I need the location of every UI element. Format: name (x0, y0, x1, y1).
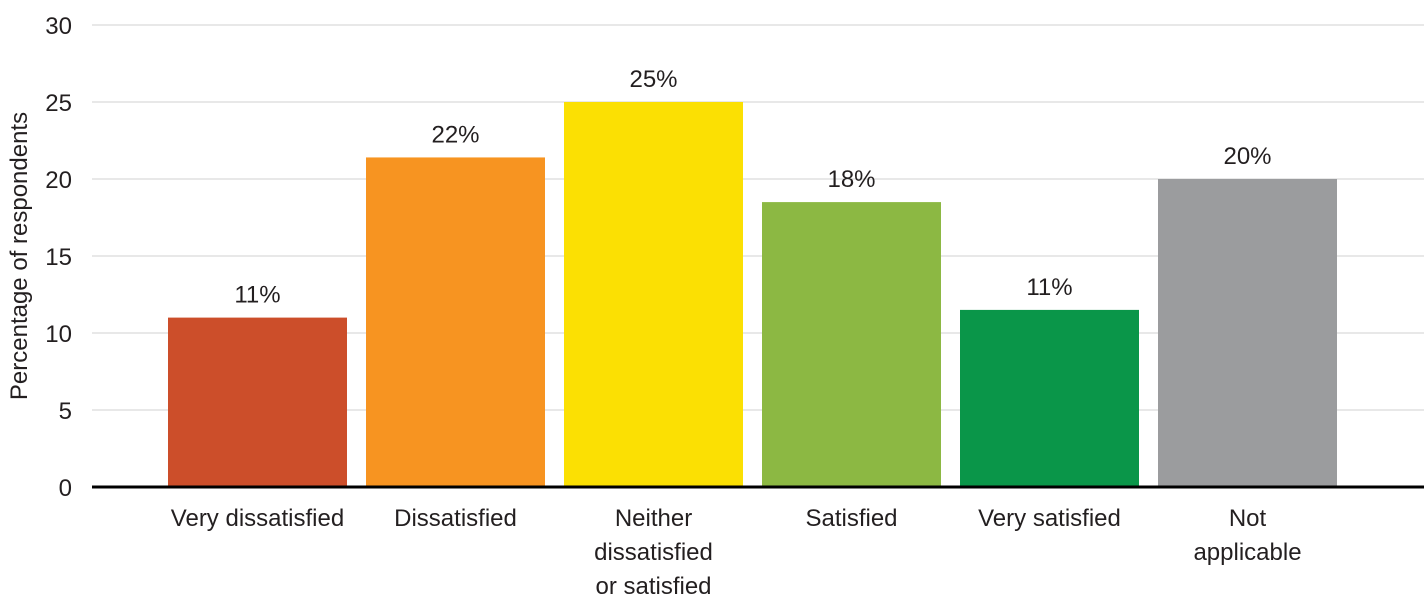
x-category-label: or satisfied (595, 573, 711, 597)
bars (168, 102, 1337, 487)
bar (366, 157, 545, 487)
y-axis-title: Percentage of respondents (6, 112, 33, 400)
y-tick-label: 10 (45, 321, 72, 348)
y-tick-label: 30 (45, 13, 72, 40)
bar (960, 309, 1139, 487)
x-category-label: Satisfied (805, 505, 897, 532)
x-category-label: applicable (1193, 539, 1301, 566)
bar (564, 102, 743, 487)
data-label: 11% (1026, 274, 1072, 301)
bar (762, 202, 941, 487)
data-label: 22% (431, 121, 479, 148)
data-label: 11% (234, 282, 280, 309)
x-category-label: Not (1229, 505, 1267, 532)
x-category-label: Dissatisfied (394, 505, 517, 532)
y-tick-label: 20 (45, 167, 72, 194)
x-category-label: dissatisfied (594, 539, 713, 566)
data-label: 25% (629, 66, 677, 93)
y-tick-label: 5 (59, 398, 72, 425)
y-tick-label: 25 (45, 90, 72, 117)
data-labels: 11% 22% 25% 18% 11% 20% (234, 66, 1271, 309)
data-label: 20% (1223, 143, 1271, 170)
x-category-label: Very dissatisfied (171, 505, 344, 532)
data-label: 18% (827, 166, 875, 193)
bar (1158, 179, 1337, 487)
bar (168, 317, 347, 487)
x-category-label: Neither (615, 505, 692, 532)
axes: 0 5 10 15 20 25 30 Very dissatisfied Dissatisfie… (45, 13, 1424, 597)
x-category-label: Very satisfied (978, 505, 1121, 532)
y-tick-label: 15 (45, 244, 72, 271)
y-tick-label: 0 (59, 475, 72, 502)
